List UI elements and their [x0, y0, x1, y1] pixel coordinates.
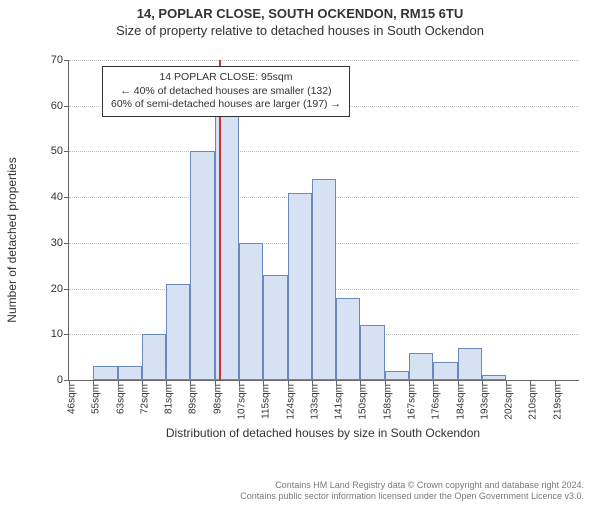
x-tick-label: 72sqm	[139, 384, 150, 414]
x-tick-label: 167sqm	[407, 384, 418, 420]
y-tick-label: 0	[33, 374, 63, 386]
x-tick-label: 46sqm	[67, 384, 78, 414]
histogram-bar	[433, 362, 457, 380]
y-tick-label: 50	[33, 145, 63, 157]
y-tick-label: 70	[33, 54, 63, 66]
footer-line-2: Contains public sector information licen…	[240, 491, 584, 502]
x-tick-label: 63sqm	[115, 384, 126, 414]
histogram-bar	[118, 366, 142, 380]
y-tick-mark	[64, 151, 69, 152]
y-tick-label: 10	[33, 328, 63, 340]
histogram-bar	[360, 325, 384, 380]
x-tick-label: 150sqm	[358, 384, 369, 420]
histogram-bar	[263, 275, 287, 380]
x-tick-label: 176sqm	[431, 384, 442, 420]
x-tick-label: 89sqm	[188, 384, 199, 414]
chart-title-main: 14, POPLAR CLOSE, SOUTH OCKENDON, RM15 6…	[0, 6, 600, 21]
x-axis-label: Distribution of detached houses by size …	[68, 426, 578, 480]
y-tick-label: 60	[33, 100, 63, 112]
histogram-bar	[166, 284, 190, 380]
histogram-bar	[215, 115, 239, 380]
info-box: 14 POPLAR CLOSE: 95sqm ← 40% of detached…	[102, 66, 350, 117]
x-tick-label: 115sqm	[261, 384, 272, 419]
grid-line	[69, 60, 579, 61]
x-tick-label: 133sqm	[309, 384, 320, 420]
x-tick-label: 141sqm	[334, 384, 345, 420]
x-tick-label: 210sqm	[528, 384, 539, 420]
x-tick-label: 81sqm	[164, 384, 175, 414]
y-tick-mark	[64, 106, 69, 107]
y-tick-label: 30	[33, 237, 63, 249]
x-tick-label: 184sqm	[455, 384, 466, 420]
x-tick-label: 98sqm	[212, 384, 223, 414]
x-tick-label: 158sqm	[382, 384, 393, 420]
y-tick-label: 40	[33, 191, 63, 203]
histogram-bar	[142, 334, 166, 380]
x-tick-label: 55sqm	[91, 384, 102, 414]
x-tick-label: 202sqm	[504, 384, 515, 420]
y-axis-label: Number of detached properties	[5, 157, 19, 322]
histogram-bar	[458, 348, 482, 380]
histogram-bar	[482, 375, 506, 380]
histogram-bar	[239, 243, 263, 380]
histogram-bar	[409, 353, 433, 380]
y-tick-mark	[64, 334, 69, 335]
grid-line	[69, 151, 579, 152]
histogram-bar	[385, 371, 409, 380]
y-tick-label: 20	[33, 283, 63, 295]
y-tick-mark	[64, 60, 69, 61]
histogram-bar	[93, 366, 117, 380]
info-line-2: ← 40% of detached houses are smaller (13…	[111, 85, 341, 99]
y-tick-mark	[64, 197, 69, 198]
chart-title-sub: Size of property relative to detached ho…	[0, 23, 600, 38]
footer: Contains HM Land Registry data © Crown c…	[240, 480, 584, 503]
histogram-bar	[312, 179, 336, 380]
histogram-bar	[288, 193, 312, 380]
x-tick-label: 124sqm	[285, 384, 296, 420]
footer-line-1: Contains HM Land Registry data © Crown c…	[240, 480, 584, 491]
x-tick-label: 219sqm	[552, 384, 563, 420]
x-tick-label: 107sqm	[237, 384, 248, 420]
y-tick-mark	[64, 289, 69, 290]
y-tick-mark	[64, 243, 69, 244]
histogram-bar	[336, 298, 360, 380]
histogram-bar	[190, 151, 214, 380]
x-tick-label: 193sqm	[479, 384, 490, 420]
info-line-1: 14 POPLAR CLOSE: 95sqm	[111, 71, 341, 85]
info-line-3: 60% of semi-detached houses are larger (…	[111, 98, 341, 112]
